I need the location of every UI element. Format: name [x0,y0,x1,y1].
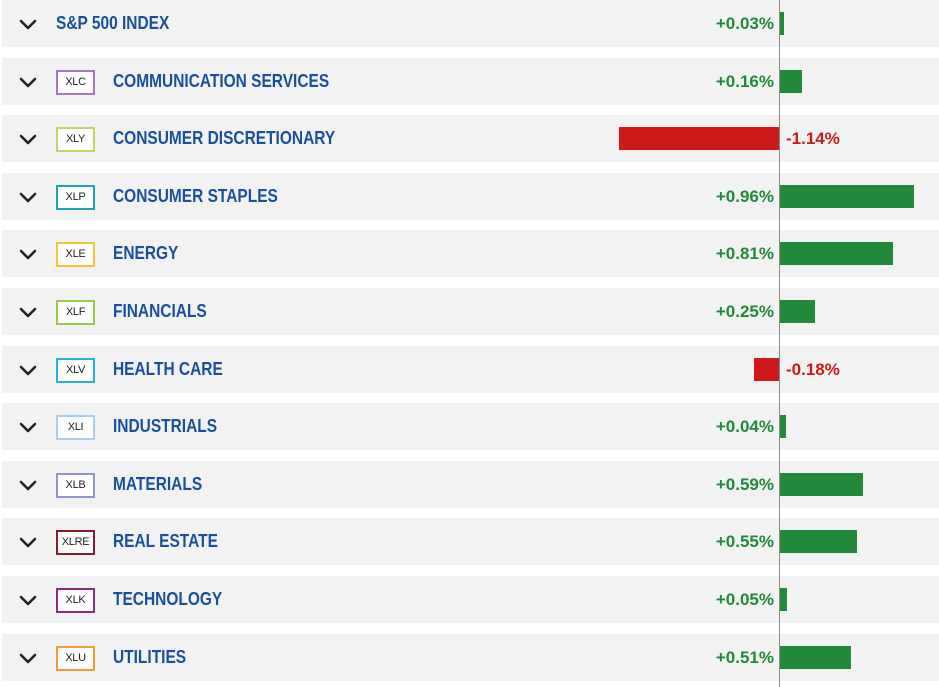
positive-bar [780,588,787,611]
sector-row[interactable]: XLRE REAL ESTATE +0.55% [2,518,939,565]
value-label: +0.51% [715,648,774,667]
value-label: +0.55% [715,532,774,551]
ticker-badge: XLF [56,300,95,325]
index-row[interactable]: S&P 500 INDEX +0.03% [2,0,939,47]
chevron-down-icon[interactable] [18,302,38,322]
positive-bar [780,473,863,496]
category-label[interactable]: UTILITIES [113,647,187,667]
positive-bar [780,185,914,208]
value-label: +0.03% [715,14,774,33]
positive-bar [780,242,893,265]
chevron-down-icon[interactable] [18,648,38,668]
positive-bar [780,70,802,93]
value-label: -1.14% [786,129,840,148]
chevron-down-icon[interactable] [18,417,38,437]
negative-bar [619,127,779,150]
value-label: +0.25% [715,302,774,321]
sector-row[interactable]: XLV HEALTH CARE -0.18% [2,346,939,393]
sector-row[interactable]: XLF FINANCIALS +0.25% [2,288,939,335]
chevron-down-icon[interactable] [18,475,38,495]
sector-row[interactable]: XLB MATERIALS +0.59% [2,461,939,508]
ticker-badge: XLI [56,415,95,440]
ticker-badge: XLY [56,127,95,152]
chevron-down-icon[interactable] [18,129,38,149]
value-label: -0.18% [786,360,840,379]
sector-row[interactable]: XLE ENERGY +0.81% [2,230,939,277]
ticker-badge: XLV [56,358,95,383]
value-label: +0.16% [715,72,774,91]
positive-bar [780,530,857,553]
positive-bar [780,12,784,35]
chevron-down-icon[interactable] [18,360,38,380]
category-label[interactable]: MATERIALS [113,474,203,494]
chevron-down-icon[interactable] [18,187,38,207]
zero-axis-line [779,0,780,687]
chevron-down-icon[interactable] [18,14,38,34]
value-label: +0.05% [715,590,774,609]
category-label[interactable]: TECHNOLOGY [113,589,223,609]
value-label: +0.81% [715,244,774,263]
category-label[interactable]: COMMUNICATION SERVICES [113,71,330,91]
category-label[interactable]: S&P 500 INDEX [56,13,170,33]
sector-row[interactable]: XLP CONSUMER STAPLES +0.96% [2,173,939,220]
sector-row[interactable]: XLK TECHNOLOGY +0.05% [2,576,939,623]
ticker-badge: XLRE [56,530,95,555]
negative-bar [754,358,779,381]
ticker-badge: XLK [56,588,95,613]
category-label[interactable]: CONSUMER DISCRETIONARY [113,128,336,148]
category-label[interactable]: ENERGY [113,243,179,263]
ticker-badge: XLP [56,185,95,210]
category-label[interactable]: FINANCIALS [113,301,207,321]
positive-bar [780,415,786,438]
ticker-badge: XLC [56,70,95,95]
value-label: +0.96% [715,187,774,206]
chevron-down-icon[interactable] [18,590,38,610]
chevron-down-icon[interactable] [18,532,38,552]
sector-row[interactable]: XLU UTILITIES +0.51% [2,634,939,681]
sector-row[interactable]: XLY CONSUMER DISCRETIONARY -1.14% [2,115,939,162]
value-label: +0.59% [715,475,774,494]
ticker-badge: XLU [56,646,95,671]
positive-bar [780,646,851,669]
sector-row[interactable]: XLI INDUSTRIALS +0.04% [2,403,939,450]
category-label[interactable]: INDUSTRIALS [113,416,218,436]
sector-row[interactable]: XLC COMMUNICATION SERVICES +0.16% [2,58,939,105]
value-label: +0.04% [715,417,774,436]
category-label[interactable]: REAL ESTATE [113,531,218,551]
ticker-badge: XLB [56,473,95,498]
positive-bar [780,300,815,323]
chevron-down-icon[interactable] [18,72,38,92]
chevron-down-icon[interactable] [18,244,38,264]
category-label[interactable]: HEALTH CARE [113,359,223,379]
ticker-badge: XLE [56,242,95,267]
category-label[interactable]: CONSUMER STAPLES [113,186,278,206]
